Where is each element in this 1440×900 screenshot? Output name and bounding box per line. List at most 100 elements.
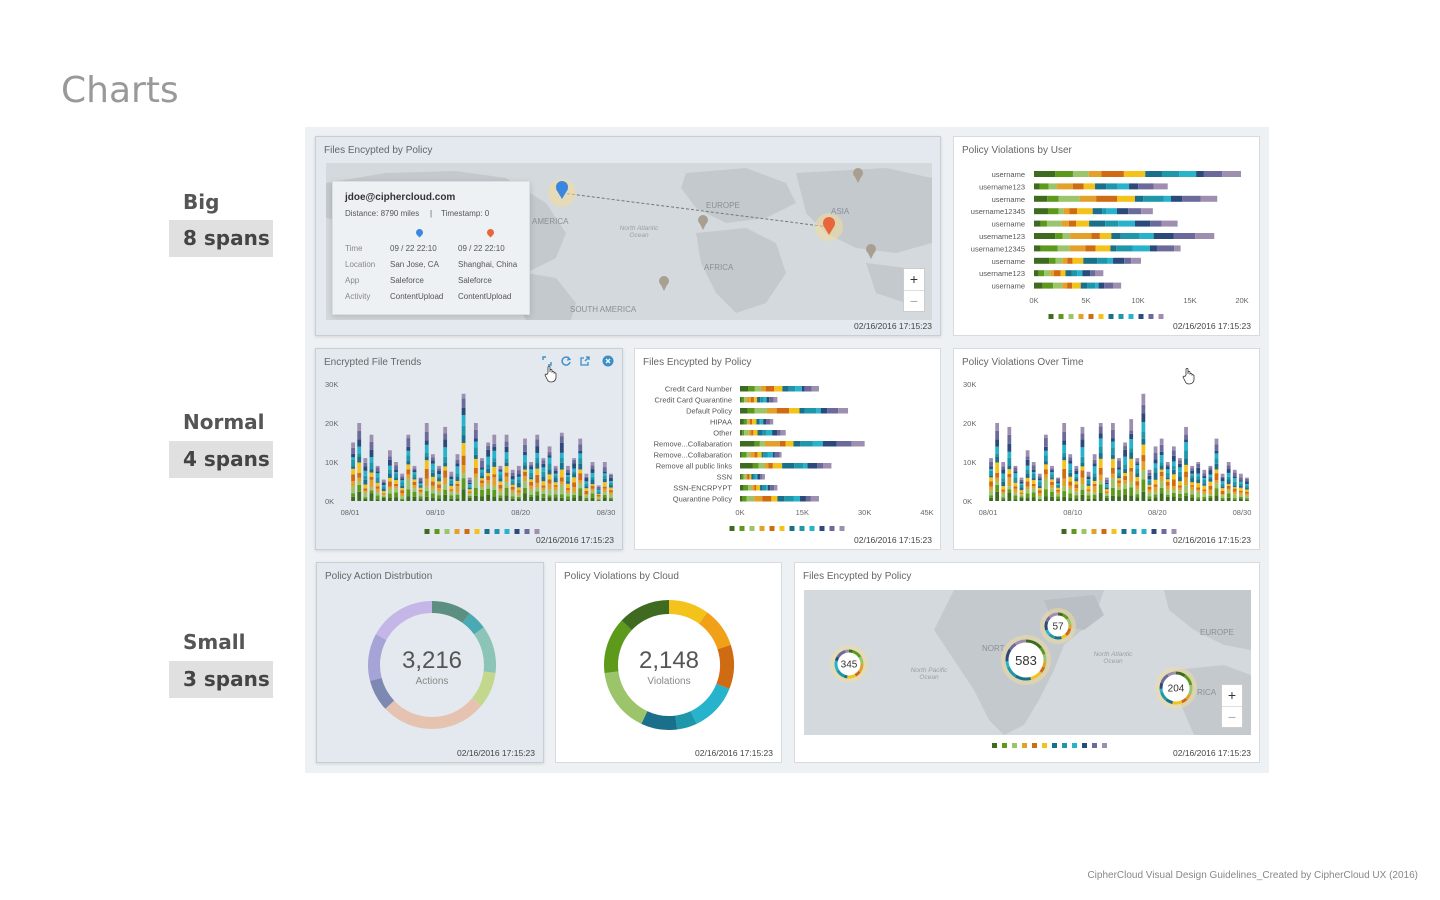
card-map-small[interactable]: Files Encypted by Policy EUROPE NORT RIC… [794, 562, 1260, 763]
zoom-in-button[interactable]: + [909, 271, 919, 287]
donut-slice [471, 671, 496, 706]
bar-segment [1097, 257, 1108, 264]
tick-label: 20K [325, 419, 338, 428]
bar-segment [1056, 489, 1060, 492]
cluster-ring-segment [1172, 700, 1183, 705]
card-timestamp: 02/16/2016 17:15:23 [457, 748, 535, 758]
bar-segment [774, 485, 778, 491]
bar-segment [1019, 493, 1024, 495]
bar-segment [572, 468, 576, 472]
bar-segment [510, 469, 515, 473]
bar-segment [1043, 450, 1048, 456]
bar-segment [1043, 469, 1048, 475]
map-label-ocean: North Atlantic Ocean [619, 225, 659, 239]
bar-segment [547, 469, 552, 475]
region-map[interactable]: EUROPE NORT RICA North Pacific Ocean Nor… [804, 590, 1251, 735]
refresh-icon[interactable] [560, 355, 572, 367]
bar-segment [1105, 220, 1119, 227]
card-files-by-policy[interactable]: Files Encypted by Policy Credit Card Num… [634, 348, 941, 550]
bar-segment [609, 485, 613, 488]
bar-segment [1184, 464, 1188, 472]
zoom-in-button[interactable]: + [1227, 687, 1237, 703]
bar-segment [1232, 485, 1237, 488]
legend-swatch [1062, 743, 1067, 748]
category-label: Remove...Collabaration [654, 440, 732, 449]
action-distribution-donut [368, 601, 496, 729]
bar-segment [480, 472, 484, 476]
bar-segment [381, 486, 386, 489]
bar-segment [1113, 282, 1122, 289]
bar-segment [492, 434, 497, 444]
bar-segment [1220, 494, 1225, 496]
bar-segment [1025, 488, 1030, 494]
bar-segment [1117, 489, 1121, 497]
bar-segment [1232, 488, 1237, 492]
bar-segment [369, 487, 374, 491]
cluster-ring-segment [1008, 642, 1017, 651]
card-map-big[interactable]: Files Encypted by Policy EUROPE ASIA AFR… [315, 136, 941, 336]
bar-segment [750, 397, 754, 403]
bar-segment [1043, 489, 1048, 497]
bar-segment [989, 462, 993, 467]
legend-swatch [434, 529, 440, 534]
bar-segment [1007, 443, 1012, 452]
bar-segment [357, 491, 362, 501]
bar-segment [1178, 458, 1182, 461]
legend-swatch [1022, 743, 1027, 748]
bar-segment [1196, 467, 1201, 474]
bar-segment [1013, 499, 1018, 501]
donut-value: 3,216 [401, 647, 463, 674]
bar-segment [1040, 245, 1058, 252]
bar-segment [1178, 471, 1182, 477]
cluster-ring-segment [1185, 693, 1191, 701]
bar-segment [609, 494, 613, 498]
bar-segment [1135, 494, 1140, 498]
bar-segment [1034, 257, 1050, 264]
bar-segment [480, 478, 484, 481]
bar-segment [492, 461, 497, 467]
share-icon[interactable] [579, 355, 591, 367]
bar-segment [1025, 456, 1030, 460]
card-action-distribution[interactable]: Policy Action Distrbution 3,216 Actions … [316, 562, 544, 763]
bar-segment [1147, 484, 1152, 487]
expand-icon[interactable] [541, 355, 553, 367]
bar-segment [1178, 467, 1182, 472]
bar-segment [756, 419, 760, 425]
legend-swatch [1032, 743, 1037, 748]
bar-segment [1047, 208, 1059, 215]
bar-segment [1031, 477, 1036, 481]
bar-segment [1098, 433, 1103, 439]
bar-segment [995, 446, 1000, 454]
bar-segment [1113, 257, 1125, 264]
card-violations-by-cloud[interactable]: Policy Violations by Cloud 2,148 Violati… [555, 562, 782, 763]
bar-segment [559, 469, 564, 478]
zoom-out-button[interactable]: − [904, 290, 924, 311]
bar-segment [1171, 446, 1176, 451]
bar-segment [535, 482, 540, 488]
bar-segment [492, 477, 497, 486]
bar-segment [381, 493, 386, 495]
card-encrypted-file-trends[interactable]: Encrypted File Trends 30K 20K 10K 0K 08/01 08… [315, 348, 623, 550]
bar-segment [455, 473, 460, 477]
bar-segment [1214, 450, 1219, 454]
world-map[interactable]: EUROPE ASIA AFRICA AMERICA SOUTH AMERICA… [326, 163, 932, 320]
card-violations-over-time[interactable]: Policy Violations Over Time 30K 20K 10K 0K 0… [953, 348, 1260, 550]
bar-segment [1043, 478, 1048, 490]
donut-unit: Actions [415, 676, 449, 687]
bar-segment [1159, 487, 1164, 494]
bar-segment [1220, 473, 1225, 477]
zoom-out-button[interactable]: − [1222, 706, 1242, 727]
bar-segment [547, 463, 552, 470]
bar-segment [1080, 463, 1085, 467]
bar-segment [810, 496, 819, 502]
bar-segment [1077, 208, 1093, 215]
bar-segment [1104, 491, 1109, 493]
close-icon[interactable] [602, 355, 614, 367]
bar-segment [535, 446, 540, 453]
bar-segment [424, 491, 429, 497]
map-label-south-america: SOUTH AMERICA [570, 305, 637, 314]
card-violations-by-user[interactable]: Policy Violations by User username userna… [953, 136, 1260, 336]
bar-segment [1092, 208, 1103, 215]
bar-segment [1025, 486, 1030, 489]
bar-segment [774, 452, 780, 458]
